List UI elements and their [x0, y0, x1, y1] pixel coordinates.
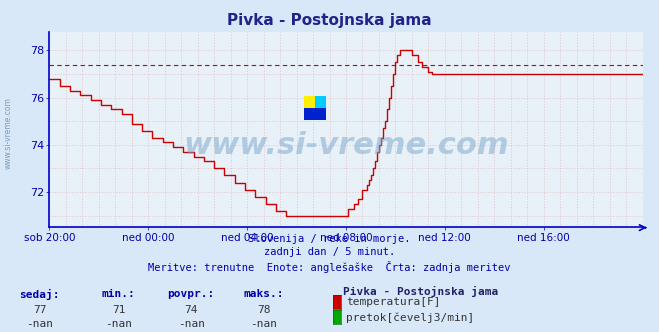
Text: 71: 71	[112, 305, 125, 315]
Text: -nan: -nan	[105, 319, 132, 329]
Bar	[304, 96, 315, 108]
Text: -nan: -nan	[178, 319, 204, 329]
Text: www.si-vreme.com: www.si-vreme.com	[3, 97, 13, 169]
Text: sedaj:: sedaj:	[19, 289, 60, 300]
Text: temperatura[F]: temperatura[F]	[346, 297, 440, 307]
Text: -nan: -nan	[26, 319, 53, 329]
Bar	[304, 108, 326, 120]
Text: Pivka - Postojnska jama: Pivka - Postojnska jama	[343, 286, 498, 296]
Text: -nan: -nan	[250, 319, 277, 329]
Text: povpr.:: povpr.:	[167, 289, 215, 299]
Text: Slovenija / reke in morje.: Slovenija / reke in morje.	[248, 234, 411, 244]
Text: min.:: min.:	[101, 289, 136, 299]
Text: maks.:: maks.:	[243, 289, 284, 299]
Text: 78: 78	[257, 305, 270, 315]
Bar	[315, 96, 326, 108]
Text: Meritve: trenutne  Enote: anglešaške  Črta: zadnja meritev: Meritve: trenutne Enote: anglešaške Črta…	[148, 261, 511, 273]
Text: zadnji dan / 5 minut.: zadnji dan / 5 minut.	[264, 247, 395, 257]
Text: 77: 77	[33, 305, 46, 315]
Text: Pivka - Postojnska jama: Pivka - Postojnska jama	[227, 13, 432, 28]
Text: 74: 74	[185, 305, 198, 315]
Text: www.si-vreme.com: www.si-vreme.com	[183, 131, 509, 160]
Text: pretok[čevelj3/min]: pretok[čevelj3/min]	[346, 312, 474, 323]
